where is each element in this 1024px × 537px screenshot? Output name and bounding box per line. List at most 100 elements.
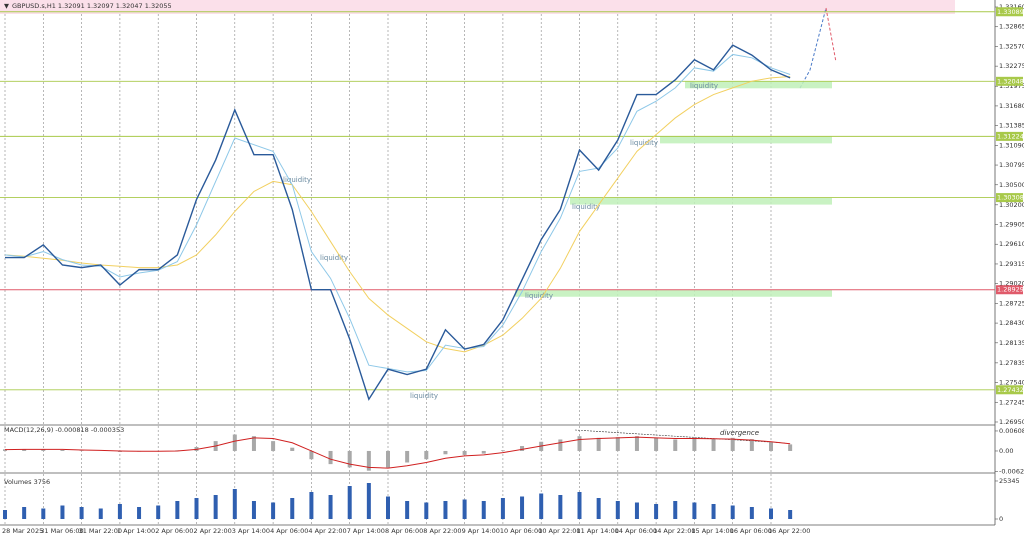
bar (405, 450, 410, 463)
y-tick-label: 0 (999, 515, 1003, 523)
bar (711, 438, 716, 451)
bar (577, 492, 582, 519)
bar (22, 507, 27, 519)
y-tick-label: 1.27835 (999, 359, 1024, 367)
bar (251, 501, 256, 519)
bar (60, 449, 65, 451)
x-tick-label: 16 Apr 06:00 (730, 527, 772, 535)
y-tick-label: 1.29610 (999, 240, 1024, 248)
bar (79, 507, 84, 519)
x-tick-label: 4 Apr 22:00 (308, 527, 346, 535)
bar (500, 450, 505, 451)
symbol-header: GBPUSD.s,H1 1.32091 1.32097 1.32047 1.32… (12, 2, 172, 10)
bar (290, 498, 295, 519)
bar (251, 436, 256, 451)
y-tick-label: 1.26950 (999, 418, 1024, 426)
bar (500, 498, 505, 519)
bar (654, 504, 659, 519)
x-tick-label: 10 Apr 06:00 (500, 527, 542, 535)
liquidity-zone (570, 197, 832, 205)
bar (788, 510, 793, 519)
bar (60, 505, 65, 519)
bar (481, 501, 486, 519)
bar (520, 446, 525, 451)
y-tick-label: 1.27540 (999, 379, 1024, 387)
bar (749, 507, 754, 519)
bar (443, 450, 448, 455)
level-tag-label: 1.32048 (997, 77, 1024, 85)
bar (769, 508, 773, 519)
y-tick-label: 1.31680 (999, 102, 1024, 110)
y-tick-label: 1.32275 (999, 62, 1024, 70)
signal-line (4, 436, 791, 469)
bar (117, 504, 122, 519)
bar (424, 502, 429, 519)
x-tick-label: 10 Apr 22:00 (538, 527, 580, 535)
bar (577, 436, 582, 451)
liquidity-label: liquidity (283, 176, 311, 184)
level-tag (996, 76, 1023, 86)
y-tick-label: 1.30200 (999, 201, 1024, 209)
bar (462, 499, 467, 519)
level-tag (996, 285, 1023, 295)
bar (175, 501, 180, 519)
liquidity-label: liquidity (572, 203, 600, 211)
bar (692, 437, 697, 451)
bar (309, 450, 314, 460)
x-tick-label: 9 Apr 14:00 (462, 527, 500, 535)
bar (156, 505, 161, 519)
y-tick-label: 1.29020 (999, 280, 1024, 288)
level-tag-label: 1.27432 (997, 386, 1024, 394)
bar (328, 450, 333, 465)
bar (41, 449, 46, 451)
liquidity-label: liquidity (630, 139, 658, 147)
bar (539, 493, 544, 519)
collapse-icon[interactable]: ▼ (4, 2, 9, 10)
bar (596, 437, 601, 451)
level-tag (996, 385, 1023, 395)
bar (3, 510, 7, 519)
bar (481, 450, 486, 454)
liquidity-label: liquidity (525, 292, 553, 300)
bar (213, 495, 218, 519)
liquidity-zone (515, 289, 832, 297)
bar (615, 437, 620, 451)
level-tag (996, 193, 1023, 203)
bar (788, 444, 793, 451)
x-tick-label: 7 Apr 14:00 (347, 527, 385, 535)
x-tick-label: 15 Apr 14:00 (691, 527, 733, 535)
bar (194, 498, 199, 519)
level-tag-label: 1.28929 (997, 286, 1024, 294)
volume-title: Volumes 3756 (4, 478, 50, 486)
y-tick-label: 1.32865 (999, 23, 1024, 31)
bar (673, 439, 678, 451)
y-tick-label: 0.006088 (999, 427, 1024, 435)
liquidity-zone (685, 81, 832, 89)
bar (328, 495, 333, 519)
bar (271, 502, 276, 519)
liquidity-label: liquidity (410, 392, 438, 400)
bar (386, 496, 390, 519)
x-tick-label: 1 Apr 14:00 (117, 527, 155, 535)
bar (692, 502, 697, 519)
y-tick-label: 1.27245 (999, 398, 1024, 406)
x-tick-label: 31 Mar 22:00 (79, 527, 122, 535)
y-tick-label: 1.31385 (999, 122, 1024, 130)
bar (749, 439, 754, 451)
bar (309, 492, 314, 519)
bar (558, 495, 563, 519)
bar (232, 489, 237, 519)
level-tag (996, 131, 1023, 141)
x-tick-label: 2 Apr 22:00 (194, 527, 232, 535)
x-tick-label: 8 Apr 22:00 (423, 527, 461, 535)
bar (730, 505, 735, 519)
bar (634, 502, 639, 519)
y-tick-label: 0.00 (999, 447, 1013, 455)
level-tag-label: 1.31224 (997, 132, 1024, 140)
bar (386, 450, 390, 468)
y-tick-label: 1.30500 (999, 181, 1024, 189)
bar (615, 501, 620, 519)
bar (558, 439, 563, 451)
x-tick-label: 16 Apr 22:00 (768, 527, 810, 535)
